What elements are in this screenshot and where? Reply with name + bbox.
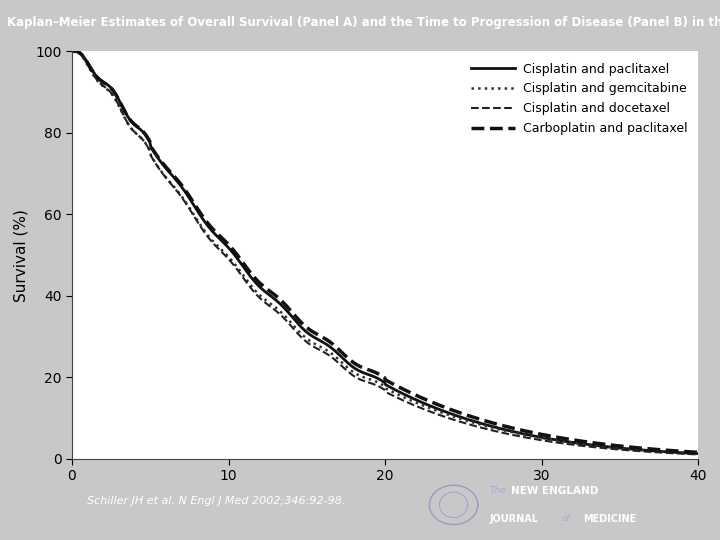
Y-axis label: Survival (%): Survival (%) [13,209,28,301]
Text: The: The [490,487,506,495]
Text: MEDICINE: MEDICINE [583,514,636,524]
Text: NEW ENGLAND: NEW ENGLAND [511,486,598,496]
Text: of: of [562,515,570,523]
Text: Schiller JH et al. N Engl J Med 2002;346:92-98.: Schiller JH et al. N Engl J Med 2002;346… [87,496,345,507]
Legend: Cisplatin and paclitaxel, Cisplatin and gemcitabine, Cisplatin and docetaxel, Ca: Cisplatin and paclitaxel, Cisplatin and … [467,58,692,140]
Text: JOURNAL: JOURNAL [490,514,539,524]
Text: Kaplan–Meier Estimates of Overall Survival (Panel A) and the Time to Progression: Kaplan–Meier Estimates of Overall Surviv… [7,16,720,29]
